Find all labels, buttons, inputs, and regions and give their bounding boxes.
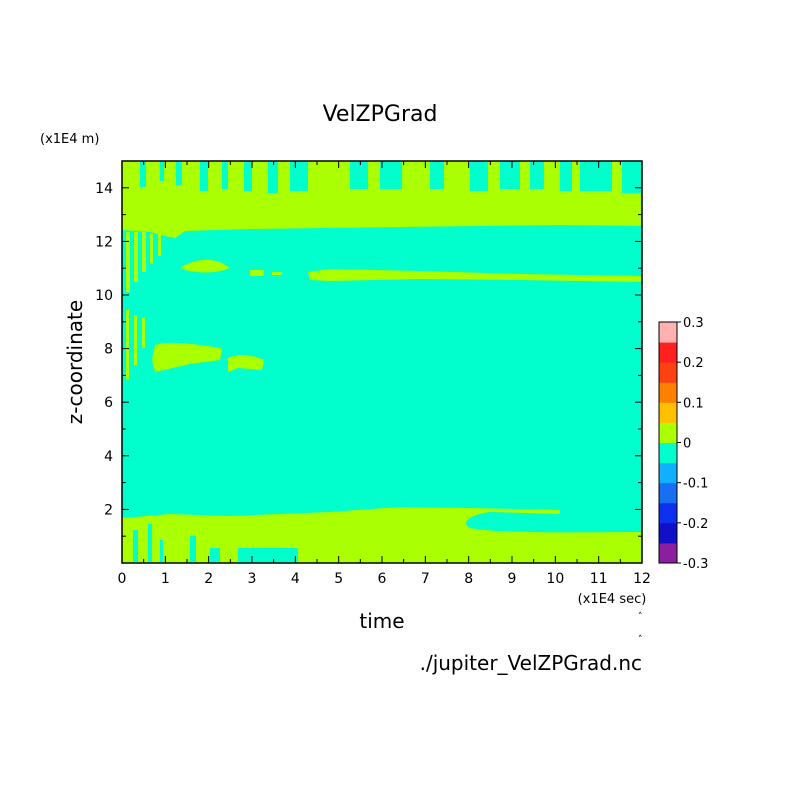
colorbar-swatch (659, 382, 677, 403)
y-tick-label: 14 (95, 181, 113, 197)
y-tick-label: 4 (104, 449, 113, 465)
x-tick-label: 1 (161, 571, 170, 587)
x-axis-ticks: 0 1 2 3 4 5 6 7 8 9 10 11 12 (118, 161, 651, 587)
colorbar-swatch (659, 522, 677, 544)
x-tick-label: 3 (248, 571, 257, 587)
y-tick-label: 6 (104, 395, 113, 411)
field-mid-patch (152, 342, 264, 372)
colorbar-tick-label: -0.1 (683, 477, 708, 492)
colorbar-tick-label: 0.1 (683, 396, 704, 411)
y-axis-ticks: 2 4 6 8 10 12 14 (95, 160, 642, 537)
y-tick-label: 2 (104, 502, 113, 518)
x-tick-label: 2 (204, 571, 213, 587)
source-file-label: ./jupiter_VelZPGrad.nc (420, 651, 642, 675)
plot-area (121, 160, 643, 564)
field-band-11 (180, 259, 282, 276)
x-tick-label: 0 (118, 571, 127, 587)
y-axis-label: z-coordinate (63, 300, 87, 424)
colorbar-swatch (659, 502, 677, 524)
field-band-10-7 (308, 269, 642, 282)
colorbar-tick-label: 0.2 (683, 356, 704, 371)
colorbar-swatch (659, 462, 677, 484)
field-upper-band (122, 193, 642, 238)
field-top-gaps (140, 161, 642, 193)
small-mark: ˄ (638, 612, 643, 622)
colorbar-tick-label: 0 (683, 437, 691, 452)
field-left-fingers (126, 232, 161, 380)
colorbar-swatch (659, 322, 677, 343)
x-tick-label: 12 (633, 571, 651, 587)
colorbar: 0.3 0.2 0.1 0 -0.1 -0.2 -0.3 (658, 316, 708, 572)
x-tick-label: 9 (508, 571, 517, 587)
colorbar-tick-label: -0.3 (683, 557, 708, 572)
colorbar-swatch (659, 442, 677, 464)
colorbar-swatch (659, 482, 677, 504)
field-lower-gaps (133, 524, 298, 563)
x-tick-label: 4 (291, 571, 300, 587)
x-tick-label: 11 (590, 571, 608, 587)
y-tick-label: 10 (95, 288, 113, 304)
x-axis-unit: (x1E4 sec) (578, 592, 647, 607)
y-axis-unit: (x1E4 m) (40, 132, 99, 147)
colorbar-swatch (659, 422, 677, 443)
x-tick-label: 8 (464, 571, 473, 587)
chart-title: VelZPGrad (323, 102, 438, 127)
y-tick-label: 12 (95, 234, 113, 250)
colorbar-swatch (659, 542, 677, 564)
x-tick-label: 5 (334, 571, 343, 587)
x-tick-label: 10 (546, 571, 564, 587)
x-tick-label: 7 (421, 571, 430, 587)
x-axis-label: time (359, 609, 404, 633)
x-tick-label: 6 (378, 571, 387, 587)
colorbar-tick-label: 0.3 (683, 316, 704, 331)
colorbar-swatch (659, 362, 677, 383)
small-mark: ˄ (638, 635, 643, 645)
colorbar-swatch (659, 342, 677, 363)
colorbar-tick-label: -0.2 (683, 517, 708, 532)
y-tick-label: 8 (104, 342, 113, 358)
colorbar-swatch (659, 402, 677, 423)
